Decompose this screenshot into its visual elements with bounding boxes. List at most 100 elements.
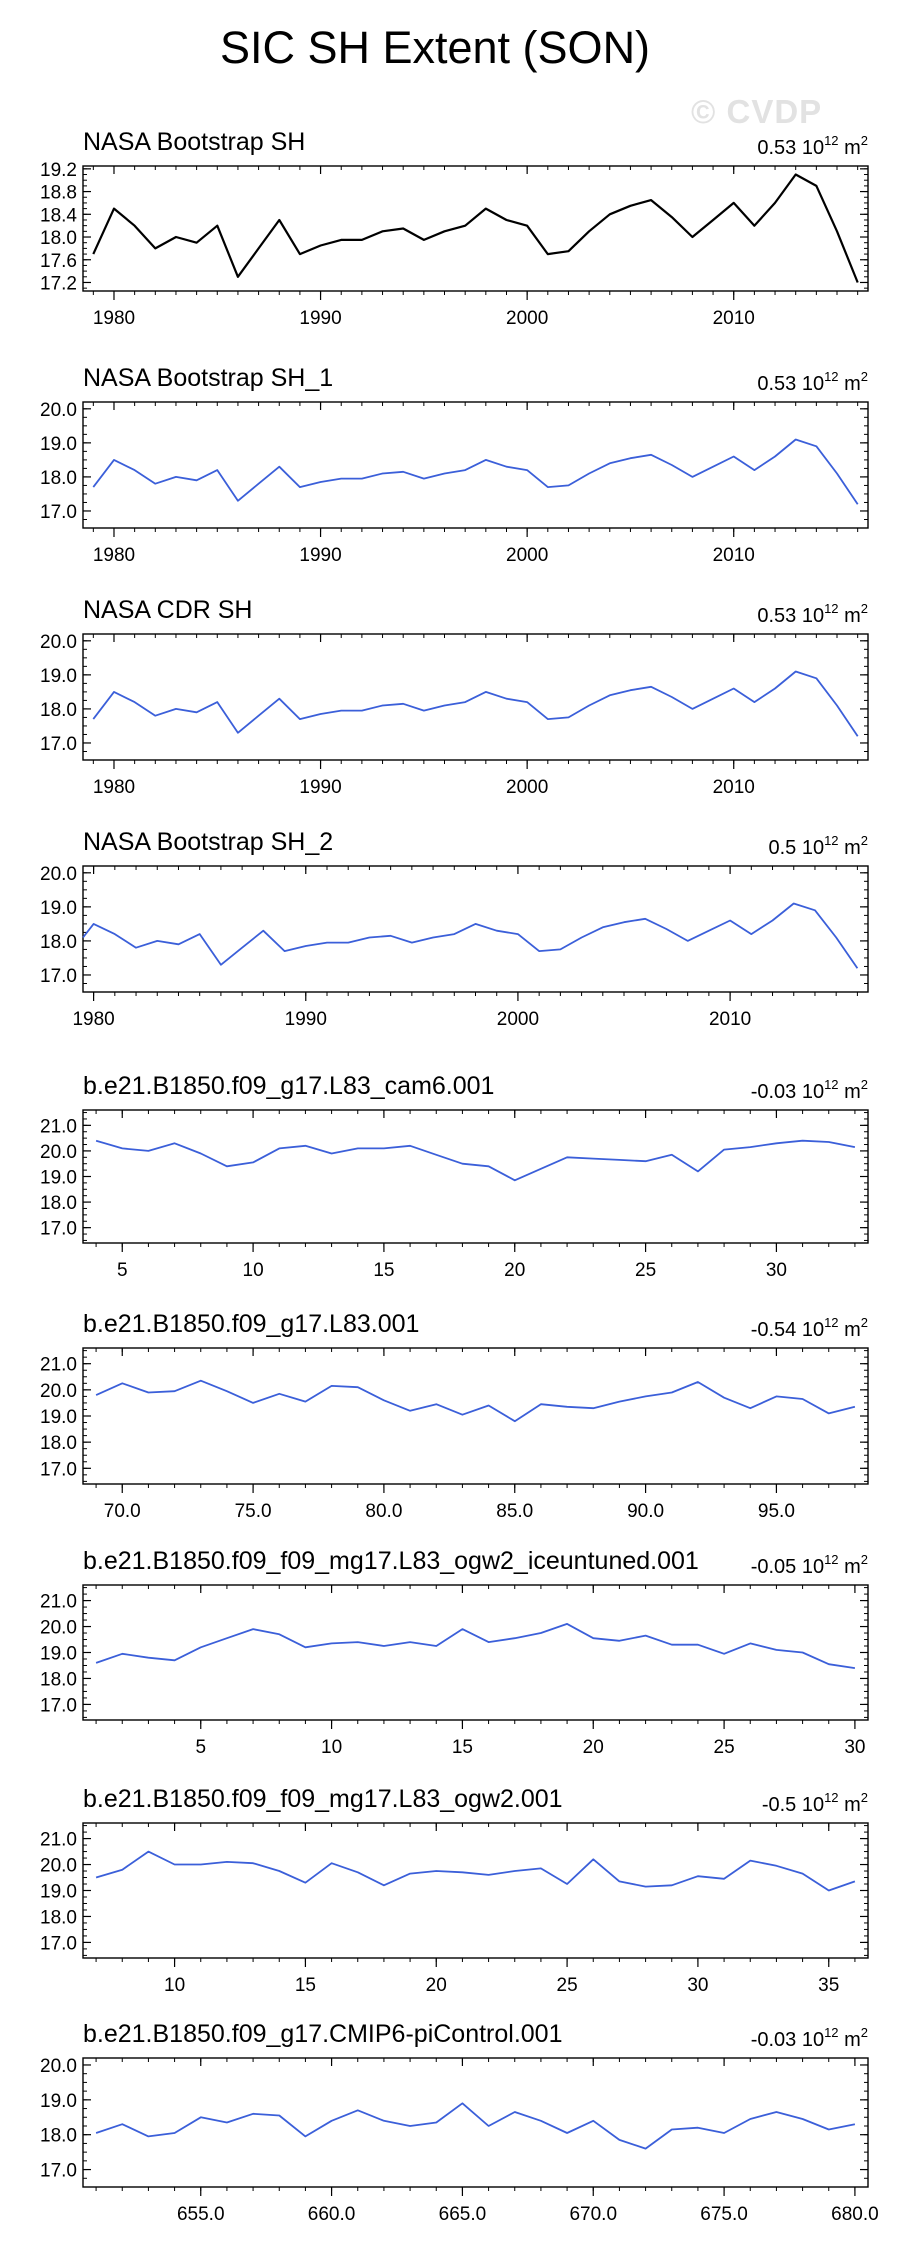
x-tick-label: 80.0 <box>365 1501 402 1522</box>
x-tick-label: 20 <box>426 1975 447 1996</box>
y-tick-label: 18.0 <box>40 228 77 249</box>
y-tick-label: 17.0 <box>40 1695 77 1716</box>
chart-title: NASA Bootstrap SH_1 <box>83 364 333 392</box>
plot-frame <box>82 633 869 761</box>
series-line <box>95 2102 856 2150</box>
series-line <box>92 438 859 505</box>
x-tick-label: 2010 <box>713 308 755 329</box>
x-tick-label: 1990 <box>285 1009 327 1030</box>
y-tick-label: 18.0 <box>40 1669 77 1690</box>
y-tick-label: 20.0 <box>40 2056 77 2077</box>
x-tick-label: 2000 <box>506 777 548 798</box>
chart-panel-8: b.e21.B1850.f09_f09_mg17.L83_ogw2.001 -0.… <box>40 1785 869 1996</box>
chart-panel-7: b.e21.B1850.f09_f09_mg17.L83_ogw2_iceunt… <box>40 1547 869 1758</box>
y-tick-label: 17.0 <box>40 2161 77 2182</box>
chart-panel-5: b.e21.B1850.f09_g17.L83_cam6.001 -0.03 10… <box>40 1072 869 1281</box>
y-tick-label: 19.0 <box>40 1882 77 1903</box>
plot-frame <box>82 1109 869 1244</box>
chart-panel-1: NASA Bootstrap SH 0.53 1012 m217.217.618.… <box>40 128 869 329</box>
x-tick-label: 20 <box>583 1737 604 1758</box>
y-tick-label: 17.0 <box>40 1459 77 1480</box>
y-tick-label: 19.0 <box>40 666 77 687</box>
page-title: SIC SH Extent (SON) <box>219 22 651 73</box>
y-tick-label: 20.0 <box>40 864 77 885</box>
x-tick-label: 680.0 <box>831 2204 879 2225</box>
x-tick-label: 1990 <box>299 545 341 566</box>
series-line <box>95 1379 856 1423</box>
x-tick-label: 1990 <box>299 777 341 798</box>
y-tick-label: 17.2 <box>40 273 77 294</box>
plot-frame <box>82 1584 869 1721</box>
y-tick-label: 18.8 <box>40 183 77 204</box>
x-tick-label: 10 <box>321 1737 342 1758</box>
chart-panel-9: b.e21.B1850.f09_g17.CMIP6-piControl.001 -… <box>40 2020 879 2225</box>
y-tick-label: 18.0 <box>40 932 77 953</box>
trend-label: 0.5 1012 m2 <box>768 833 868 859</box>
x-tick-label: 70.0 <box>104 1501 141 1522</box>
plot-frame <box>82 401 869 529</box>
trend-label: -0.54 1012 m2 <box>751 1315 868 1341</box>
x-tick-label: 2000 <box>506 308 548 329</box>
x-tick-label: 2010 <box>709 1009 751 1030</box>
y-tick-label: 20.0 <box>40 400 77 421</box>
y-tick-label: 19.0 <box>40 1407 77 1428</box>
y-tick-label: 19.0 <box>40 898 77 919</box>
x-tick-label: 30 <box>766 1260 787 1281</box>
plot-frame <box>82 865 869 993</box>
y-tick-label: 17.6 <box>40 251 77 272</box>
trend-label: -0.03 1012 m2 <box>751 2025 868 2051</box>
plot-frame <box>82 165 869 292</box>
x-tick-label: 665.0 <box>439 2204 487 2225</box>
plot-frame <box>82 1822 869 1959</box>
y-tick-label: 20.0 <box>40 1856 77 1877</box>
x-tick-label: 5 <box>195 1737 206 1758</box>
y-tick-label: 17.0 <box>40 966 77 987</box>
series-line <box>92 670 859 737</box>
trend-label: -0.5 1012 m2 <box>762 1790 868 1816</box>
x-tick-label: 660.0 <box>308 2204 356 2225</box>
x-tick-label: 2000 <box>497 1009 539 1030</box>
x-tick-label: 1980 <box>93 308 135 329</box>
chart-title: b.e21.B1850.f09_f09_mg17.L83_ogw2_iceunt… <box>83 1547 699 1575</box>
x-tick-label: 15 <box>452 1737 473 1758</box>
y-tick-label: 17.0 <box>40 502 77 523</box>
x-tick-label: 2010 <box>713 777 755 798</box>
y-tick-label: 20.0 <box>40 1381 77 1402</box>
y-tick-label: 19.0 <box>40 2091 77 2112</box>
y-tick-label: 18.0 <box>40 1433 77 1454</box>
x-tick-label: 10 <box>243 1260 264 1281</box>
series-line <box>82 902 859 969</box>
y-tick-label: 20.0 <box>40 1618 77 1639</box>
chart-title: b.e21.B1850.f09_f09_mg17.L83_ogw2.001 <box>83 1785 563 1813</box>
chart-title: b.e21.B1850.f09_g17.CMIP6-piControl.001 <box>83 2020 563 2048</box>
chart-panel-2: NASA Bootstrap SH_1 0.53 1012 m2 17.0 18.0 1… <box>40 364 869 566</box>
series-line <box>92 173 859 283</box>
y-tick-label: 21.0 <box>40 1116 77 1137</box>
y-tick-label: 17.0 <box>40 1933 77 1954</box>
chart-panel-6: b.e21.B1850.f09_g17.L83.001 -0.54 1012 m2… <box>40 1310 869 1522</box>
x-tick-label: 1990 <box>299 308 341 329</box>
series-line <box>95 1623 856 1669</box>
chart-title: NASA Bootstrap SH <box>83 128 305 156</box>
chart-title: b.e21.B1850.f09_g17.L83.001 <box>83 1310 419 1338</box>
x-tick-label: 675.0 <box>700 2204 748 2225</box>
plot-frame <box>82 2057 869 2188</box>
x-tick-label: 1980 <box>93 777 135 798</box>
chart-panel-3: NASA CDR SH 0.53 1012 m2 17.0 18.0 19.0 20.0 1… <box>40 596 869 798</box>
x-tick-label: 90.0 <box>627 1501 664 1522</box>
y-tick-label: 18.0 <box>40 468 77 489</box>
y-tick-label: 18.0 <box>40 1193 77 1214</box>
y-tick-label: 20.0 <box>40 1142 77 1163</box>
cvdp-watermark: © CVDP <box>691 93 823 130</box>
x-tick-label: 30 <box>844 1737 865 1758</box>
y-tick-label: 18.0 <box>40 2126 77 2147</box>
y-tick-label: 20.0 <box>40 632 77 653</box>
trend-label: 0.53 1012 m2 <box>757 369 868 395</box>
x-tick-label: 15 <box>295 1975 316 1996</box>
y-tick-label: 21.0 <box>40 1355 77 1376</box>
x-tick-label: 655.0 <box>177 2204 225 2225</box>
y-tick-label: 18.0 <box>40 700 77 721</box>
x-tick-label: 85.0 <box>496 1501 533 1522</box>
x-tick-label: 35 <box>818 1975 839 1996</box>
